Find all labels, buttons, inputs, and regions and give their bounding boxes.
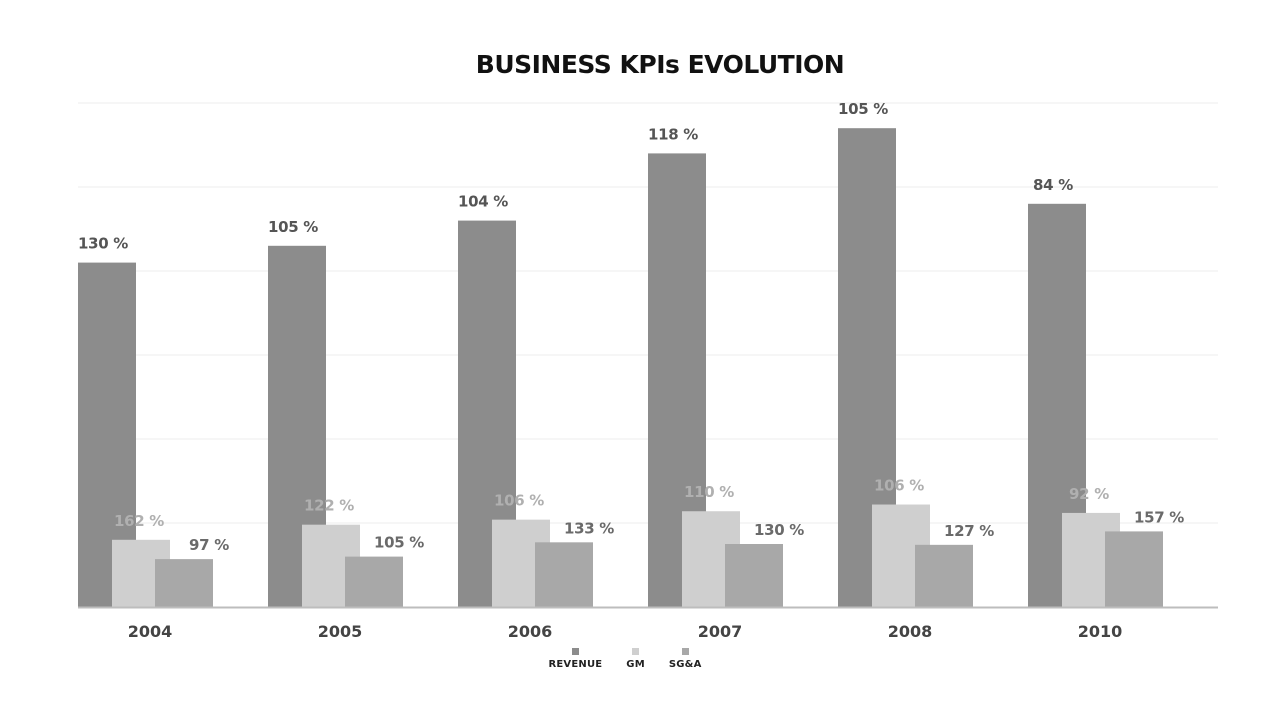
bar-sga-2008 [915, 544, 973, 607]
x-tick-label: 2007 [698, 622, 743, 641]
x-tick-label: 2004 [128, 622, 173, 641]
data-label: 130 % [754, 521, 804, 539]
data-label: 105 % [838, 100, 888, 118]
data-label: 104 % [458, 193, 508, 211]
legend-label-gm: GM [626, 659, 645, 670]
data-label: 105 % [374, 534, 424, 552]
legend: REVENUE GM SG&A [0, 648, 1250, 670]
bars [78, 128, 1218, 609]
data-label: 97 % [189, 536, 229, 554]
legend-label-revenue: REVENUE [548, 659, 603, 670]
data-label: 84 % [1033, 176, 1073, 194]
x-tick-label: 2005 [318, 622, 363, 641]
legend-item-revenue: REVENUE [548, 648, 602, 670]
data-label: 106 % [874, 477, 924, 495]
data-label: 118 % [648, 125, 698, 143]
legend-swatch-sga [681, 648, 689, 655]
data-label: 157 % [1134, 508, 1184, 526]
bar-sga-2005 [345, 556, 403, 607]
data-label: 110 % [684, 483, 734, 501]
data-label: 92 % [1069, 485, 1109, 503]
legend-swatch-revenue [571, 648, 579, 655]
data-labels: 130 % 105 % 104 % 118 % 105 % 84 % 162 % 122 % 1… [78, 100, 1185, 554]
x-tick-label: 2008 [888, 622, 933, 641]
bar-sga-2010 [1105, 531, 1163, 607]
x-tick-label: 2006 [508, 622, 553, 641]
data-label: 122 % [304, 497, 354, 515]
chart-title: BUSINESS KPIs EVOLUTION [475, 50, 845, 79]
bar-sga-2006 [535, 542, 593, 607]
data-label: 162 % [114, 512, 164, 530]
data-label: 133 % [564, 519, 614, 537]
data-label: 130 % [78, 235, 128, 253]
bar-sga-2007 [725, 544, 783, 607]
data-label: 106 % [494, 492, 544, 510]
legend-swatch-gm [632, 648, 640, 655]
x-tick-labels: 2004 2005 2006 2007 2008 2010 [128, 622, 1123, 641]
legend-item-gm: GM [626, 648, 645, 670]
bar-sga-2004 [155, 559, 213, 607]
data-label: 105 % [268, 218, 318, 236]
legend-label-sga: SG&A [668, 659, 702, 670]
x-tick-label: 2010 [1078, 622, 1123, 641]
data-label: 127 % [944, 522, 994, 540]
legend-item-sga: SG&A [669, 648, 702, 670]
